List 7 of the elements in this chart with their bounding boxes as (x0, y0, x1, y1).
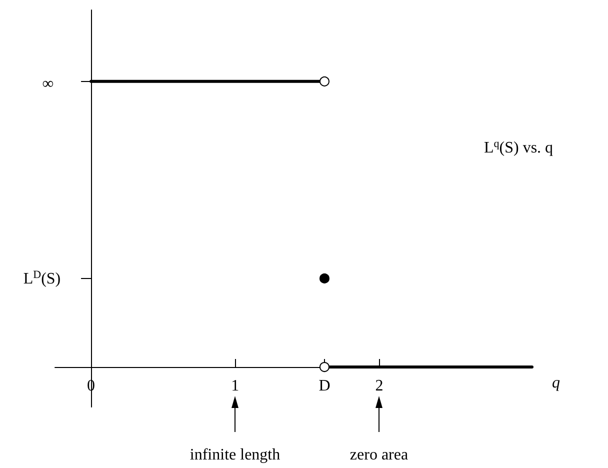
text: ∞ (42, 76, 54, 92)
x-tick-label: 1 (231, 378, 240, 394)
text: infinite length (190, 446, 280, 464)
text: zero area (350, 446, 408, 464)
x-tick-label: 2 (375, 378, 384, 394)
x-tick-label: D (318, 378, 330, 394)
x-axis-title: q (552, 374, 560, 392)
